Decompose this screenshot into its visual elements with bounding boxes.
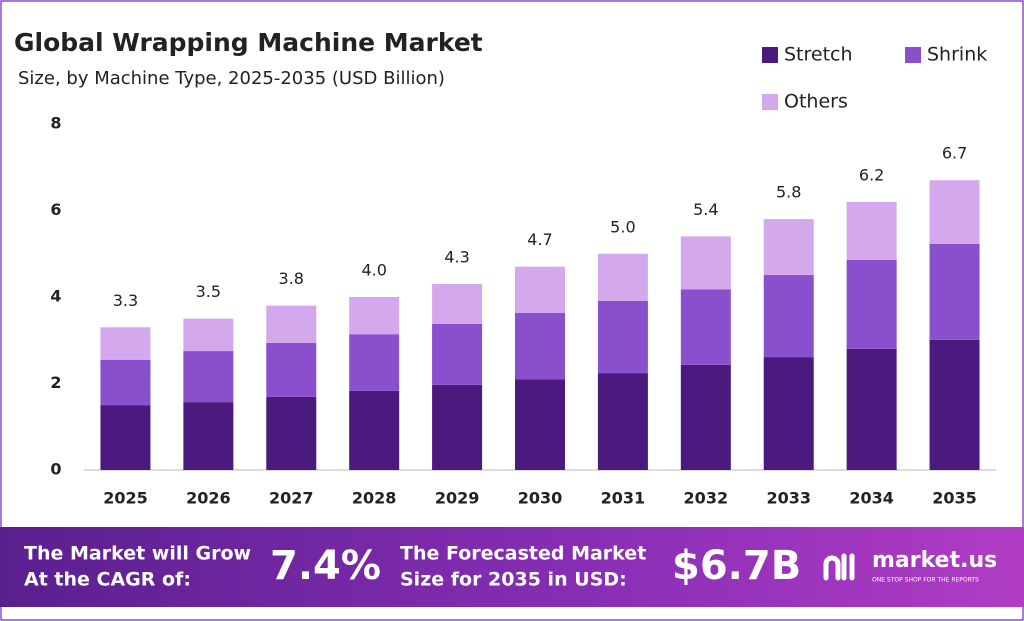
x-tick-label: 2032 [684, 489, 729, 508]
bar-segment [929, 243, 980, 340]
x-tick-label: 2029 [435, 489, 480, 508]
bar-segment [100, 327, 151, 360]
bar-segment [763, 357, 814, 470]
bar-segment [100, 405, 151, 470]
bar-segment [183, 402, 234, 470]
bar-segment [266, 342, 317, 397]
bar-segment [680, 236, 731, 290]
brand-tagline: ONE STOP SHOP FOR THE REPORTS [872, 577, 979, 584]
bar-segment [183, 351, 234, 403]
total-label: 5.8 [776, 183, 801, 202]
bar-segment [266, 305, 317, 343]
bar-segment [100, 359, 151, 406]
legend-label: Others [784, 91, 848, 113]
bar-segment [515, 266, 565, 314]
bar-segment [846, 348, 897, 470]
bar-segment [266, 396, 317, 470]
bar-segment [763, 274, 814, 358]
y-tick-label: 2 [50, 373, 61, 392]
total-label: 3.5 [196, 282, 221, 301]
bar-segment [349, 334, 400, 391]
total-label: 3.8 [279, 269, 304, 288]
x-tick-label: 2034 [849, 489, 894, 508]
bar-segment [929, 180, 980, 244]
chart-title: Global Wrapping Machine Market [14, 28, 483, 57]
total-label: 3.3 [113, 291, 138, 310]
x-tick-label: 2035 [932, 489, 977, 508]
x-tick-label: 2027 [269, 489, 314, 508]
total-label: 6.2 [859, 165, 884, 184]
bar-segment [349, 390, 400, 470]
bar-segment [597, 300, 648, 374]
legend-swatch [905, 47, 921, 63]
legend-swatch [762, 94, 778, 110]
forecast-text: Size for 2035 in USD: [400, 569, 627, 591]
cagr-text: The Market will Grow [24, 543, 251, 565]
x-tick-label: 2033 [766, 489, 811, 508]
legend-label: Shrink [927, 44, 987, 66]
bar-segment [432, 323, 483, 385]
x-tick-label: 2025 [103, 489, 148, 508]
bar-segment [763, 219, 814, 275]
forecast-value: $6.7B [672, 543, 801, 589]
total-label: 4.7 [527, 230, 552, 249]
bar-segment [432, 284, 483, 324]
bar-segment [349, 297, 400, 335]
y-tick-label: 8 [50, 114, 61, 133]
y-tick-label: 6 [50, 200, 61, 219]
bar-segment [597, 373, 648, 470]
bar-segment [515, 313, 565, 380]
y-tick-label: 4 [50, 287, 61, 306]
bar-segment [515, 379, 565, 470]
bar-segment [846, 201, 897, 260]
x-tick-label: 2026 [186, 489, 231, 508]
y-tick-label: 0 [50, 460, 61, 479]
bar-segment [680, 364, 731, 470]
total-label: 5.4 [693, 200, 718, 219]
footer-band [0, 527, 1024, 607]
bar-segment [597, 253, 648, 301]
cagr-text: At the CAGR of: [24, 569, 191, 591]
chart-subtitle: Size, by Machine Type, 2025-2035 (USD Bi… [18, 68, 445, 89]
brand-logo [823, 553, 855, 581]
total-label: 6.7 [942, 144, 967, 163]
bar-segment [680, 289, 731, 365]
x-tick-label: 2031 [601, 489, 646, 508]
bar-segment [432, 384, 483, 470]
legend-swatch [762, 47, 778, 63]
bar-segment [183, 318, 234, 352]
bar-segment [929, 339, 980, 470]
total-label: 4.3 [444, 248, 469, 267]
forecast-text: The Forecasted Market [400, 543, 646, 565]
brand: market.us [872, 548, 997, 573]
x-tick-label: 2030 [518, 489, 563, 508]
total-label: 5.0 [610, 217, 635, 236]
bar-segment [846, 259, 897, 349]
total-label: 4.0 [361, 261, 386, 280]
cagr-value: 7.4% [270, 543, 381, 589]
legend-label: Stretch [784, 44, 853, 66]
x-tick-label: 2028 [352, 489, 397, 508]
